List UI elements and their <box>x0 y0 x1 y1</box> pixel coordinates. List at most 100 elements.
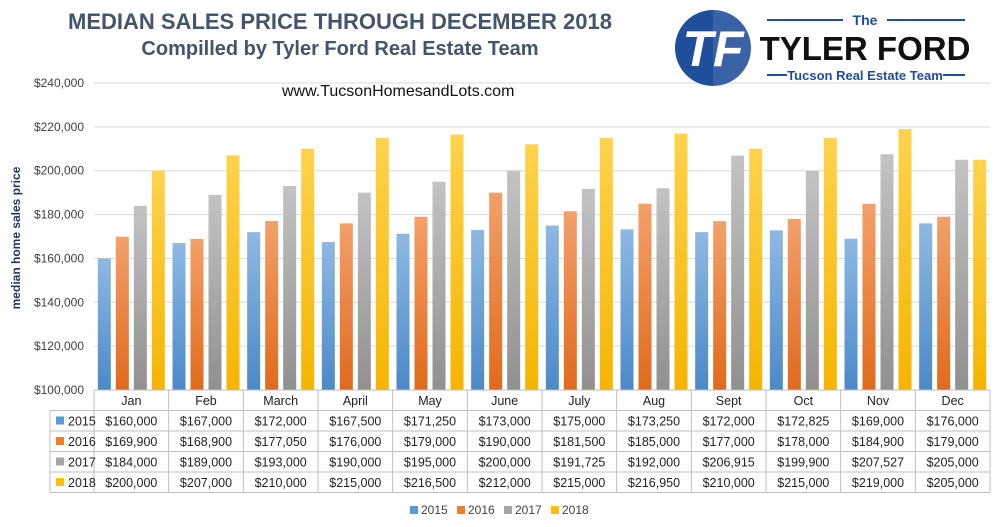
title-line-1: MEDIAN SALES PRICE THROUGH DECEMBER 2018 <box>68 9 612 34</box>
bar-2017-aug <box>656 188 670 390</box>
data-label: $206,915 <box>703 456 755 470</box>
data-label: $185,000 <box>628 435 680 449</box>
bar-2015-nov <box>844 238 858 390</box>
bar-2015-march <box>247 232 261 390</box>
x-tick-label: March <box>263 394 298 408</box>
bar-2017-march <box>283 186 297 390</box>
data-label: $160,000 <box>105 415 157 429</box>
bar-2018-jan <box>151 170 165 390</box>
data-label: $176,000 <box>927 415 979 429</box>
table-series-label: 2018 <box>68 476 96 490</box>
bar-2018-july <box>599 137 613 390</box>
data-label: $191,725 <box>553 456 605 470</box>
bar-2016-sept <box>713 221 727 390</box>
data-label: $195,000 <box>404 456 456 470</box>
bar-2017-nov <box>880 154 894 390</box>
logo-tagline: Tucson Real Estate Team <box>787 68 943 83</box>
bar-2015-aug <box>620 229 634 390</box>
bar-2018-april <box>375 137 389 390</box>
x-tick-label: Nov <box>867 394 890 408</box>
bar-2017-june <box>507 170 521 390</box>
data-label: $193,000 <box>255 456 307 470</box>
data-label: $190,000 <box>329 456 381 470</box>
bar-2017-sept <box>731 155 745 390</box>
table-legend-key-2016 <box>56 437 64 445</box>
y-axis-ticks: $100,000 $120,000 $140,000 $160,000 $180,000… <box>34 76 84 397</box>
legend-label: 2017 <box>515 503 542 517</box>
data-label: $172,000 <box>703 415 755 429</box>
data-label: $172,000 <box>255 415 307 429</box>
data-label: $192,000 <box>628 456 680 470</box>
logo-name: TYLER FORD <box>760 30 971 67</box>
y-tick-label: $140,000 <box>34 295 84 309</box>
x-tick-label: June <box>491 394 518 408</box>
data-label: $169,900 <box>105 435 157 449</box>
y-tick-label: $120,000 <box>34 339 84 353</box>
bar-2018-may <box>450 134 464 390</box>
data-label: $184,900 <box>852 435 904 449</box>
bar-2016-july <box>563 211 577 390</box>
logo-the: The <box>853 12 878 28</box>
bar-2017-april <box>357 192 371 390</box>
legend-key-2017 <box>504 506 512 514</box>
legend-label: 2016 <box>468 503 495 517</box>
legend-label: 2015 <box>421 503 448 517</box>
data-label: $177,050 <box>255 435 307 449</box>
bar-2018-feb <box>226 155 240 390</box>
bar-2016-jan <box>115 236 129 390</box>
logo-circle-icon <box>675 10 751 86</box>
data-label: $216,500 <box>404 476 456 490</box>
bar-2017-dec <box>955 159 969 390</box>
data-label: $215,000 <box>777 476 829 490</box>
data-label: $167,000 <box>180 415 232 429</box>
legend: 2015 2016 2017 2018 <box>410 503 589 517</box>
title-line-2: Compilled by Tyler Ford Real Estate Team <box>141 38 539 60</box>
bar-2015-july <box>545 225 559 390</box>
bar-2016-oct <box>787 218 801 390</box>
data-label: $210,000 <box>255 476 307 490</box>
table-series-label: 2017 <box>68 456 96 470</box>
data-label: $173,000 <box>479 415 531 429</box>
bar-2015-oct <box>769 230 783 390</box>
data-label: $215,000 <box>329 476 381 490</box>
y-tick-label: $100,000 <box>34 383 84 397</box>
legend-key-2016 <box>457 506 465 514</box>
bar-2016-june <box>489 192 503 390</box>
data-label: $212,000 <box>479 476 531 490</box>
data-table: Jan Feb March April May June July Aug Sept Oct Nov… <box>49 389 991 493</box>
data-label: $169,000 <box>852 415 904 429</box>
x-tick-label: April <box>343 394 368 408</box>
chart-title: MEDIAN SALES PRICE THROUGH DECEMBER 2018… <box>40 8 640 62</box>
logo-monogram: TF <box>682 21 745 77</box>
bar-2018-oct <box>823 137 837 390</box>
x-tick-label: Oct <box>794 394 814 408</box>
data-label: $168,900 <box>180 435 232 449</box>
data-label: $205,000 <box>927 476 979 490</box>
x-tick-label: July <box>568 394 591 408</box>
data-label: $190,000 <box>479 435 531 449</box>
data-label: $215,000 <box>553 476 605 490</box>
bar-2015-june <box>471 229 485 390</box>
bar-2018-dec <box>973 159 987 390</box>
x-tick-label: Sept <box>716 394 742 408</box>
bar-2017-may <box>432 181 446 390</box>
bar-2018-sept <box>749 148 763 390</box>
y-tick-label: $180,000 <box>34 208 84 222</box>
data-label: $175,000 <box>553 415 605 429</box>
table-series-label: 2016 <box>68 435 96 449</box>
data-label: $178,000 <box>777 435 829 449</box>
data-label: $219,000 <box>852 476 904 490</box>
bar-2015-feb <box>172 243 186 390</box>
bar-2016-march <box>265 221 279 390</box>
bar-2016-dec <box>937 216 951 390</box>
data-label: $176,000 <box>329 435 381 449</box>
bar-2016-nov <box>862 203 876 390</box>
data-label: $167,500 <box>329 415 381 429</box>
bar-2016-may <box>414 216 428 390</box>
x-tick-label: Jan <box>121 394 141 408</box>
data-label: $189,000 <box>180 456 232 470</box>
x-tick-label: Aug <box>643 394 665 408</box>
bar-2015-sept <box>695 232 709 390</box>
data-label: $216,950 <box>628 476 680 490</box>
bars <box>94 129 990 391</box>
